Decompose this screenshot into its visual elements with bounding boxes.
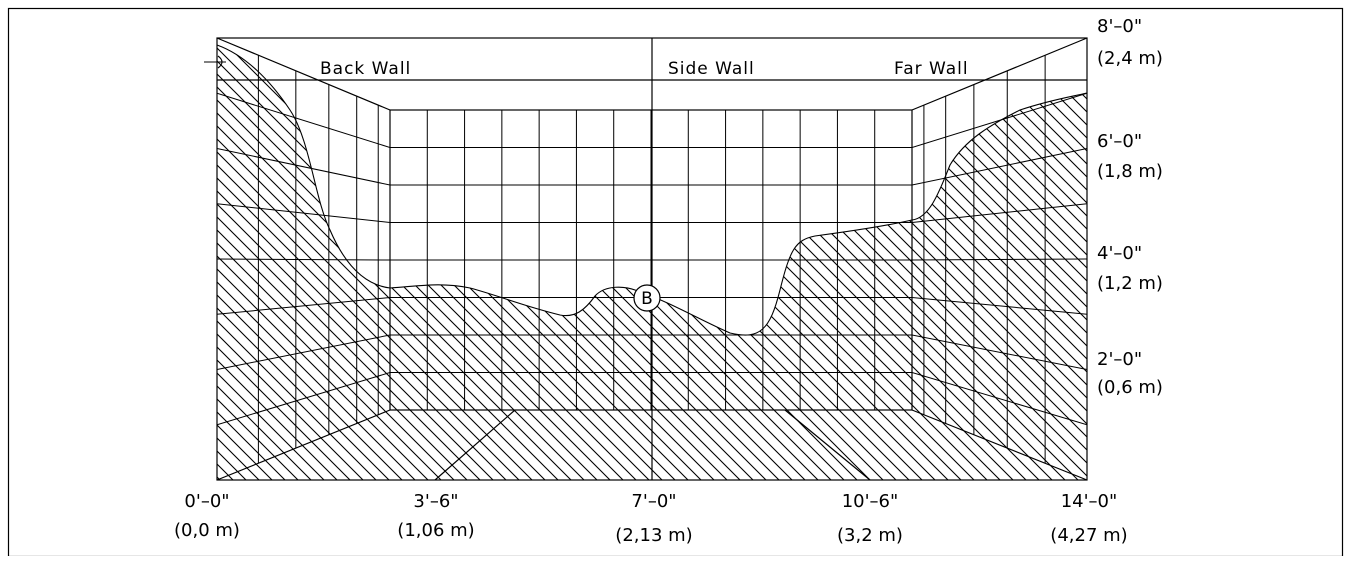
height-6ft-metric: (1,8 m) <box>1097 161 1163 182</box>
grid-line <box>912 203 1087 223</box>
grid-line <box>217 92 390 148</box>
back-wall-label: Back Wall <box>320 59 411 79</box>
length-3ft6-label: 3'–6" <box>413 491 458 512</box>
grid-line <box>217 258 390 261</box>
height-8ft-label: 8'–0" <box>1097 16 1142 37</box>
grid-line <box>912 334 1087 370</box>
height-8ft-metric: (2,4 m) <box>1097 48 1163 69</box>
arrow-icon <box>204 55 226 69</box>
grid-line <box>912 372 1087 426</box>
grid-line <box>217 334 390 370</box>
hatched-area <box>217 45 1087 480</box>
side-wall-grid <box>390 110 912 410</box>
far-wall-label: Far Wall <box>894 59 969 79</box>
length-14ft-label: 14'–0" <box>1061 491 1118 512</box>
length-0ft-metric: (0,0 m) <box>174 520 240 541</box>
grid-line <box>912 148 1087 186</box>
grid-line <box>912 92 1087 148</box>
marker-b: B <box>633 284 661 312</box>
room-outline <box>216 37 1088 481</box>
length-scale: 0'–0" (0,0 m) 3'–6" (1,06 m) 7'–0" (2,13… <box>174 491 1128 546</box>
height-scale: 8'–0" (2,4 m) 6'–0" (1,8 m) 4'–0" (1,2 m… <box>1097 16 1163 398</box>
length-14ft-metric: (4,27 m) <box>1050 525 1127 546</box>
grid-line <box>217 297 390 315</box>
side-wall-label: Side Wall <box>668 59 755 79</box>
height-2ft-label: 2'–0" <box>1097 349 1142 370</box>
grid-line <box>912 297 1087 315</box>
grid-line <box>912 258 1087 261</box>
grid-line <box>217 148 390 186</box>
length-10ft6-metric: (3,2 m) <box>837 525 903 546</box>
length-10ft6-label: 10'–6" <box>842 491 899 512</box>
length-0ft-label: 0'–0" <box>184 491 229 512</box>
length-3ft6-metric: (1,06 m) <box>397 520 474 541</box>
grid-line <box>217 203 390 223</box>
length-7ft-metric: (2,13 m) <box>615 525 692 546</box>
height-6ft-label: 6'–0" <box>1097 131 1142 152</box>
length-7ft-label: 7'–0" <box>631 491 676 512</box>
grid-line <box>217 372 390 426</box>
height-4ft-label: 4'–0" <box>1097 243 1142 264</box>
height-2ft-metric: (0,6 m) <box>1097 377 1163 398</box>
marker-b-label: B <box>641 289 653 309</box>
height-4ft-metric: (1,2 m) <box>1097 273 1163 294</box>
